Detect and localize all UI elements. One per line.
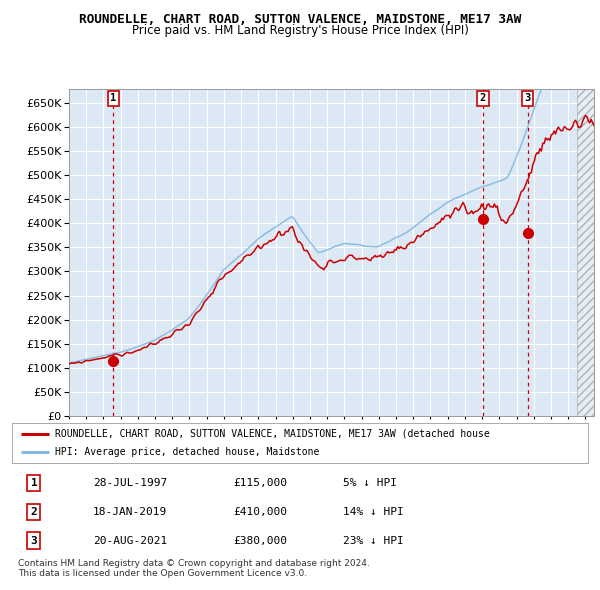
- Text: 20-AUG-2021: 20-AUG-2021: [92, 536, 167, 546]
- Text: £380,000: £380,000: [234, 536, 288, 546]
- Text: This data is licensed under the Open Government Licence v3.0.: This data is licensed under the Open Gov…: [18, 569, 307, 578]
- Text: 1: 1: [110, 93, 116, 103]
- Text: 5% ↓ HPI: 5% ↓ HPI: [343, 478, 397, 488]
- Text: 1: 1: [31, 478, 37, 488]
- Text: 23% ↓ HPI: 23% ↓ HPI: [343, 536, 404, 546]
- Text: 28-JUL-1997: 28-JUL-1997: [92, 478, 167, 488]
- Text: Price paid vs. HM Land Registry's House Price Index (HPI): Price paid vs. HM Land Registry's House …: [131, 24, 469, 37]
- Text: 2: 2: [31, 507, 37, 517]
- Text: ROUNDELLE, CHART ROAD, SUTTON VALENCE, MAIDSTONE, ME17 3AW (detached house: ROUNDELLE, CHART ROAD, SUTTON VALENCE, M…: [55, 429, 490, 439]
- Text: Contains HM Land Registry data © Crown copyright and database right 2024.: Contains HM Land Registry data © Crown c…: [18, 559, 370, 568]
- Text: £115,000: £115,000: [234, 478, 288, 488]
- Text: 18-JAN-2019: 18-JAN-2019: [92, 507, 167, 517]
- Text: HPI: Average price, detached house, Maidstone: HPI: Average price, detached house, Maid…: [55, 447, 320, 457]
- Text: 3: 3: [524, 93, 530, 103]
- Text: £410,000: £410,000: [234, 507, 288, 517]
- Bar: [577, 88, 594, 416]
- Text: 3: 3: [31, 536, 37, 546]
- Text: ROUNDELLE, CHART ROAD, SUTTON VALENCE, MAIDSTONE, ME17 3AW: ROUNDELLE, CHART ROAD, SUTTON VALENCE, M…: [79, 13, 521, 26]
- Text: 2: 2: [480, 93, 486, 103]
- Text: 14% ↓ HPI: 14% ↓ HPI: [343, 507, 404, 517]
